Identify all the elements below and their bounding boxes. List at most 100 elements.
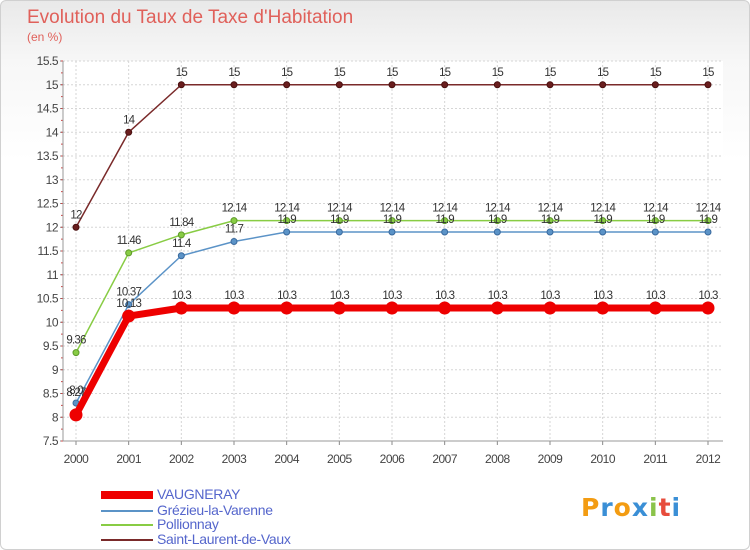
logo-letter: t (658, 493, 672, 522)
data-point-vaugneray (490, 301, 504, 315)
data-label-saint-laurent: 15 (597, 67, 609, 79)
data-point-saint-laurent (125, 128, 133, 136)
y-tick-label: 9 (52, 363, 59, 377)
y-tick-label: 15 (46, 78, 59, 92)
data-point-grezieu (125, 301, 133, 309)
data-point-vaugneray (648, 301, 662, 315)
data-point-grezieu (599, 228, 607, 236)
logo-letter: x (631, 493, 649, 522)
data-point-pollionnay (125, 249, 133, 257)
data-point-saint-laurent (335, 81, 343, 89)
data-label-pollionnay: 12.14 (643, 203, 669, 215)
data-point-pollionnay (493, 217, 501, 225)
data-point-saint-laurent (230, 81, 238, 89)
data-label-grezieu: 10.37 (116, 287, 141, 299)
x-tick-label: 2005 (327, 452, 353, 466)
x-tick-label: 2004 (274, 452, 300, 466)
logo-letter: i (649, 493, 659, 522)
data-label-pollionnay: 12.14 (274, 203, 300, 215)
data-label-vaugneray: 10.3 (698, 290, 718, 302)
legend-swatch-vaugneray (101, 491, 153, 499)
data-point-saint-laurent (546, 81, 554, 89)
data-point-pollionnay (599, 217, 607, 225)
data-label-saint-laurent: 15 (439, 67, 451, 79)
legend-label-pollionnay: Pollionnay (157, 516, 219, 532)
data-point-vaugneray (227, 301, 241, 315)
data-point-vaugneray (701, 301, 715, 315)
data-point-vaugneray (174, 301, 188, 315)
data-point-pollionnay (72, 349, 80, 357)
data-label-pollionnay: 11.46 (117, 235, 141, 247)
data-label-grezieu: 11.9 (330, 214, 349, 226)
data-label-saint-laurent: 15 (176, 67, 188, 79)
data-label-saint-laurent: 15 (650, 67, 662, 79)
data-point-grezieu (230, 238, 238, 245)
data-label-vaugneray: 10.3 (382, 290, 402, 302)
data-label-pollionnay: 12.14 (380, 203, 406, 215)
y-tick-label: 13 (46, 173, 59, 187)
y-tick-label: 14.5 (37, 102, 59, 116)
legend-swatch-pollionnay (101, 524, 153, 526)
data-label-vaugneray: 10.3 (224, 290, 244, 302)
data-label-vaugneray: 10.3 (172, 290, 192, 302)
data-label-vaugneray: 10.13 (116, 298, 141, 310)
data-label-saint-laurent: 15 (386, 67, 398, 79)
data-label-saint-laurent: 14 (123, 114, 136, 126)
data-point-saint-laurent (599, 81, 607, 89)
data-label-grezieu: 11.9 (435, 214, 454, 226)
data-label-pollionnay: 12.14 (327, 203, 353, 215)
data-label-saint-laurent: 15 (702, 67, 714, 79)
x-tick-label: 2006 (380, 452, 406, 466)
data-label-pollionnay: 11.84 (169, 217, 194, 229)
data-point-grezieu (493, 228, 501, 236)
data-label-grezieu: 11.9 (646, 214, 665, 226)
logo-letter: i (671, 493, 682, 522)
legend-label-grezieu: Grézieu-la-Varenne (157, 502, 273, 518)
data-label-vaugneray: 10.3 (330, 290, 350, 302)
data-point-saint-laurent (704, 81, 712, 89)
legend-swatch-saint-laurent (101, 539, 153, 541)
data-point-vaugneray (438, 301, 452, 315)
data-point-grezieu (388, 228, 396, 236)
data-label-grezieu: 11.9 (277, 214, 296, 226)
data-point-vaugneray (332, 301, 346, 315)
y-tick-label: 11 (47, 268, 59, 282)
chart-title: Evolution du Taux de Taxe d'Habitation (27, 7, 354, 28)
x-tick-label: 2002 (169, 452, 195, 466)
data-point-pollionnay (177, 231, 185, 239)
data-label-vaugneray: 10.3 (540, 290, 560, 302)
data-label-grezieu: 11.7 (225, 224, 244, 236)
data-point-pollionnay (441, 217, 449, 225)
data-point-pollionnay (230, 217, 238, 225)
data-point-pollionnay (388, 217, 396, 225)
data-label-grezieu: 11.9 (593, 214, 612, 226)
data-label-saint-laurent: 15 (492, 67, 504, 79)
data-label-saint-laurent: 12 (70, 209, 82, 221)
data-point-vaugneray (543, 301, 557, 315)
chart-subtitle: (en %) (27, 30, 63, 44)
data-label-grezieu: 11.9 (541, 214, 560, 226)
data-point-grezieu (335, 228, 343, 236)
data-point-saint-laurent (388, 81, 396, 89)
proxiti-logo: Proxiti (581, 493, 681, 522)
x-tick-label: 2000 (64, 452, 90, 466)
data-label-saint-laurent: 15 (334, 67, 346, 79)
legend-label-saint-laurent: Saint-Laurent-de-Vaux (157, 531, 291, 547)
x-tick-label: 2012 (696, 452, 722, 466)
x-tick-label: 2010 (590, 452, 616, 466)
y-tick-label: 10 (46, 315, 59, 329)
data-label-vaugneray: 10.3 (488, 290, 508, 302)
data-label-vaugneray: 10.3 (435, 290, 455, 302)
data-label-extra: 8.27 (66, 387, 86, 399)
y-tick-label: 11.5 (38, 244, 59, 258)
legend-swatch-grezieu (101, 510, 153, 512)
data-point-vaugneray (385, 301, 399, 315)
data-point-grezieu (177, 252, 185, 260)
data-point-grezieu (283, 228, 291, 236)
data-point-pollionnay (546, 217, 554, 225)
data-label-pollionnay: 12.14 (538, 203, 564, 215)
data-point-vaugneray (122, 309, 136, 323)
data-point-vaugneray (69, 408, 83, 422)
